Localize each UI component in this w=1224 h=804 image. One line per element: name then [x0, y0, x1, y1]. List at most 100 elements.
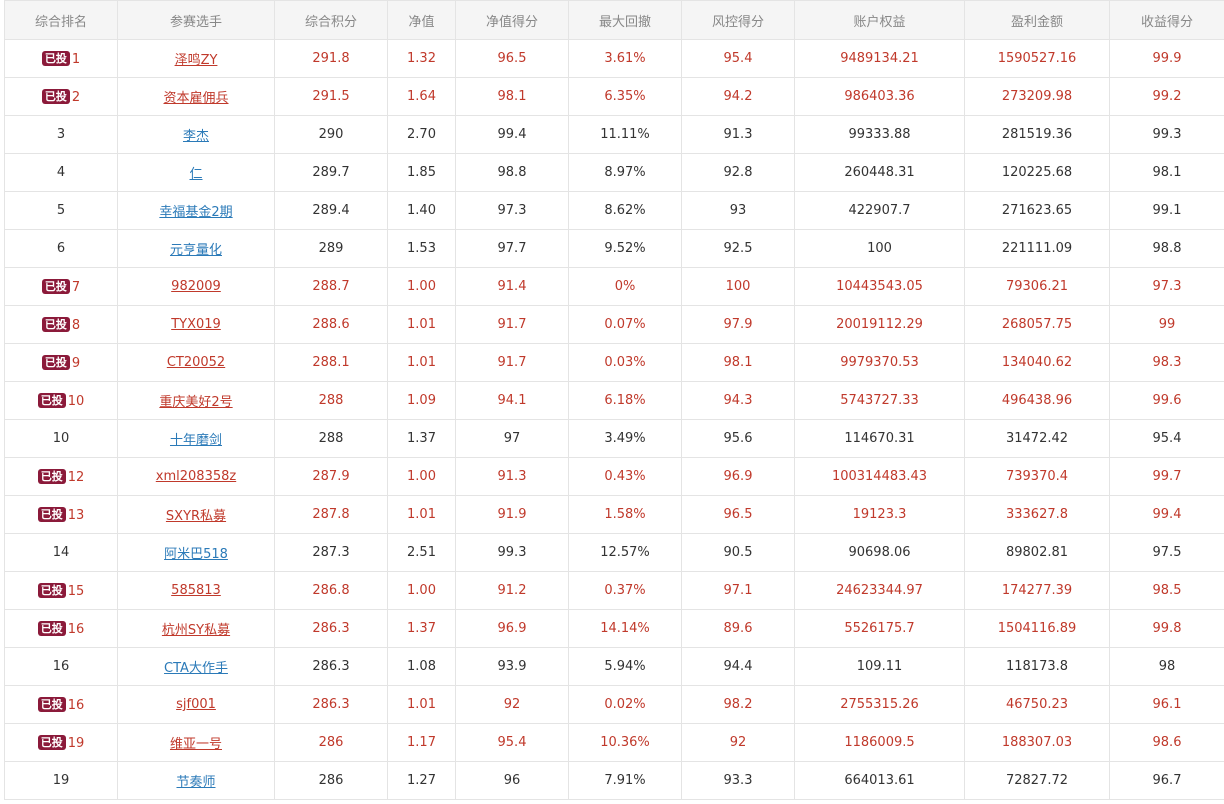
contestant-link[interactable]: 十年磨剑 [169, 433, 222, 448]
total-score-cell: 291.8 [274, 39, 388, 78]
risk-score-cell: 98.2 [681, 685, 795, 724]
invested-badge: 已投 [37, 696, 66, 712]
nav-score-cell: 95.4 [455, 723, 569, 762]
risk-score-cell: 96.5 [681, 495, 795, 534]
nav-score-cell: 97.3 [455, 191, 569, 230]
return-score-cell: 97.3 [1109, 267, 1224, 306]
contestant-link[interactable]: 节奏师 [176, 775, 216, 790]
total-score-cell: 291.5 [274, 77, 388, 116]
header-return-score[interactable]: 收益得分 [1109, 0, 1224, 40]
nav-cell: 1.64 [387, 77, 456, 116]
nav-cell: 1.17 [387, 723, 456, 762]
rank-value: 13 [67, 507, 85, 523]
risk-score-cell: 100 [681, 267, 795, 306]
rank-value: 16 [67, 697, 85, 713]
table-row: 6 元亨量化 289 1.53 97.7 9.52% 92.5 100 221111.09 98.… [4, 229, 1224, 268]
nav-score-cell: 99.4 [455, 115, 569, 154]
table-row: 19 节奏师 286 1.27 96 7.91% 93.3 664013.61 72827.72… [4, 761, 1224, 800]
total-score-cell: 288.6 [274, 305, 388, 344]
contestant-link[interactable]: sjf001 [176, 697, 216, 712]
header-risk-score[interactable]: 风控得分 [681, 0, 795, 40]
contestant-cell: 982009 [117, 267, 275, 306]
header-total-score[interactable]: 综合积分 [274, 0, 388, 40]
contestant-link[interactable]: xml208358z [155, 469, 237, 484]
contestant-link[interactable]: CT20052 [166, 355, 226, 370]
contestant-link[interactable]: 元亨量化 [169, 243, 222, 258]
max-drawdown-cell: 5.94% [568, 647, 682, 686]
contestant-link[interactable]: 982009 [171, 279, 221, 294]
contestant-link[interactable]: 李杰 [182, 129, 209, 144]
contestant-link[interactable]: TYX019 [171, 317, 221, 332]
header-nav-score[interactable]: 净值得分 [455, 0, 569, 40]
total-score-cell: 290 [274, 115, 388, 154]
header-account-equity[interactable]: 账户权益 [794, 0, 965, 40]
nav-cell: 1.85 [387, 153, 456, 192]
contestant-cell: 十年磨剑 [117, 419, 275, 458]
invested-badge: 已投 [37, 506, 66, 522]
rank-cell: 6 [4, 229, 118, 268]
rank-value: 6 [56, 241, 66, 256]
contestant-link[interactable]: 585813 [171, 583, 221, 598]
header-rank[interactable]: 综合排名 [4, 0, 118, 40]
profit-cell: 134040.62 [964, 343, 1110, 382]
contestant-link[interactable]: 阿米巴518 [164, 547, 228, 562]
risk-score-cell: 89.6 [681, 609, 795, 648]
contestant-link[interactable]: 维亚一号 [169, 737, 222, 752]
contestant-link[interactable]: 泽鸣ZY [174, 53, 218, 68]
return-score-cell: 97.5 [1109, 533, 1224, 572]
table-row: 已投 19 维亚一号 286 1.17 95.4 10.36% 92 1186009.5 1883… [4, 723, 1224, 762]
profit-cell: 271623.65 [964, 191, 1110, 230]
nav-score-cell: 94.1 [455, 381, 569, 420]
invested-badge: 已投 [37, 468, 66, 484]
profit-cell: 1504116.89 [964, 609, 1110, 648]
table-row: 已投 8 TYX019 288.6 1.01 91.7 0.07% 97.9 20019112.… [4, 305, 1224, 344]
header-max-drawdown[interactable]: 最大回撤 [568, 0, 682, 40]
risk-score-cell: 95.6 [681, 419, 795, 458]
contestant-link[interactable]: 资本雇佣兵 [163, 91, 229, 106]
nav-score-cell: 91.3 [455, 457, 569, 496]
contestant-link[interactable]: CTA大作手 [164, 661, 228, 676]
max-drawdown-cell: 1.58% [568, 495, 682, 534]
header-contestant[interactable]: 参赛选手 [117, 0, 275, 40]
contestant-cell: 李杰 [117, 115, 275, 154]
rank-cell: 16 [4, 647, 118, 686]
profit-cell: 496438.96 [964, 381, 1110, 420]
table-row: 已投 7 982009 288.7 1.00 91.4 0% 100 10443543.05 79… [4, 267, 1224, 306]
invested-badge: 已投 [41, 88, 70, 104]
contestant-link[interactable]: SXYR私募 [165, 509, 227, 524]
contestant-cell: SXYR私募 [117, 495, 275, 534]
total-score-cell: 289.7 [274, 153, 388, 192]
profit-cell: 739370.4 [964, 457, 1110, 496]
header-profit[interactable]: 盈利金额 [964, 0, 1110, 40]
contestant-link[interactable]: 幸福基金2期 [159, 205, 233, 220]
rank-cell: 已投 1 [4, 39, 118, 78]
rank-value: 7 [71, 279, 81, 295]
rank-value: 19 [52, 773, 70, 788]
table-row: 已投 16 杭州SY私募 286.3 1.37 96.9 14.14% 89.6 5526175… [4, 609, 1224, 648]
total-score-cell: 288.7 [274, 267, 388, 306]
contestant-cell: 阿米巴518 [117, 533, 275, 572]
total-score-cell: 289.4 [274, 191, 388, 230]
profit-cell: 188307.03 [964, 723, 1110, 762]
profit-cell: 79306.21 [964, 267, 1110, 306]
contestant-link[interactable]: 仁 [189, 167, 203, 182]
rank-cell: 已投 16 [4, 609, 118, 648]
table-row: 10 十年磨剑 288 1.37 97 3.49% 95.6 114670.31 31472.4… [4, 419, 1224, 458]
nav-score-cell: 97 [455, 419, 569, 458]
header-nav[interactable]: 净值 [387, 0, 456, 40]
contestant-cell: 仁 [117, 153, 275, 192]
nav-score-cell: 96.5 [455, 39, 569, 78]
rank-cell: 已投 13 [4, 495, 118, 534]
risk-score-cell: 94.2 [681, 77, 795, 116]
nav-cell: 1.09 [387, 381, 456, 420]
invested-badge: 已投 [41, 50, 70, 66]
account-equity-cell: 422907.7 [794, 191, 965, 230]
contestant-cell: 元亨量化 [117, 229, 275, 268]
total-score-cell: 286.3 [274, 609, 388, 648]
nav-score-cell: 91.2 [455, 571, 569, 610]
contestant-cell: sjf001 [117, 685, 275, 724]
contestant-link[interactable]: 杭州SY私募 [161, 623, 231, 638]
contestant-link[interactable]: 重庆美好2号 [159, 395, 233, 410]
account-equity-cell: 260448.31 [794, 153, 965, 192]
nav-cell: 1.00 [387, 267, 456, 306]
